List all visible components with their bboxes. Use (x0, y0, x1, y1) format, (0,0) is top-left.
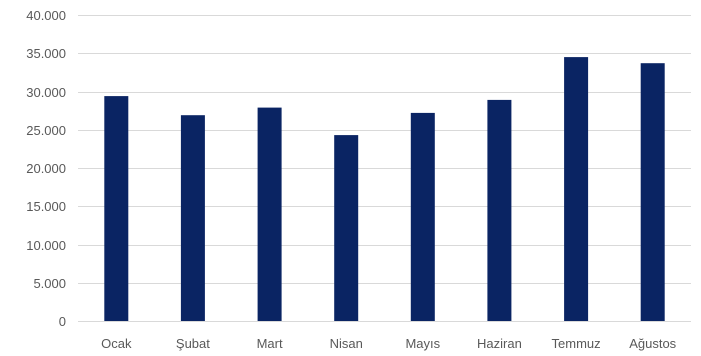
bars (104, 57, 665, 322)
bar-8 (640, 63, 665, 321)
y-tick-label: 40.000 (26, 8, 66, 23)
y-tick-label: 10.000 (26, 238, 66, 253)
bar-3 (257, 107, 282, 321)
x-category-label: Şubat (176, 336, 210, 351)
bar-1 (104, 96, 129, 321)
y-tick-label: 25.000 (26, 123, 66, 138)
x-category-label: Nisan (330, 336, 363, 351)
bar-5 (410, 112, 435, 322)
bar-7 (564, 57, 589, 321)
y-tick-label: 15.000 (26, 199, 66, 214)
x-category-label: Mart (257, 336, 283, 351)
y-tick-label: 35.000 (26, 46, 66, 61)
y-tick-label: 30.000 (26, 85, 66, 100)
x-category-label: Temmuz (552, 336, 601, 351)
y-tick-label: 0 (59, 314, 66, 329)
bar-6 (487, 99, 512, 322)
x-category-label: Ağustos (629, 336, 676, 351)
y-tick-label: 20.000 (26, 161, 66, 176)
x-category-label: Haziran (477, 336, 522, 351)
y-tick-label: 5.000 (33, 276, 66, 291)
bar-2 (180, 115, 205, 321)
x-category-label: Mayıs (405, 336, 440, 351)
gridlines (78, 15, 691, 322)
x-axis-category-labels: Ocak Şubat Mart Nisan Mayıs Haziran Temmuz Ağus… (101, 336, 677, 351)
x-category-label: Ocak (101, 336, 132, 351)
y-axis-tick-labels: 0 5.000 10.000 15.000 20.000 25.000 30.000 35.0… (26, 8, 66, 329)
bar-4 (334, 135, 359, 321)
